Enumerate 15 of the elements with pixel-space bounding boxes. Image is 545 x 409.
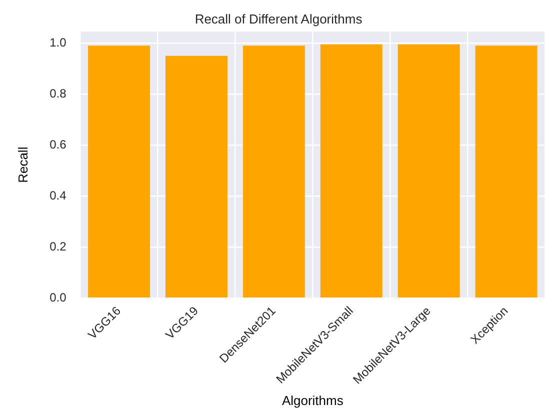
bar	[242, 46, 305, 298]
x-axis-title: Algorithms	[282, 392, 344, 408]
y-tick-label: 0.6	[50, 137, 67, 152]
y-tick-label: 1.0	[50, 35, 67, 50]
y-tick-label: 0.8	[50, 86, 67, 100]
bar	[475, 46, 538, 298]
chart-title: Recall of Different Algorithms	[194, 11, 363, 26]
bar	[320, 44, 382, 298]
y-tick-label: 0.0	[50, 290, 67, 304]
bar	[165, 56, 228, 298]
bar	[398, 44, 460, 298]
y-axis-title: Recall	[15, 146, 30, 183]
y-tick-label: 0.4	[50, 188, 67, 202]
y-tick-label: 0.2	[50, 239, 67, 254]
bar	[88, 46, 150, 298]
